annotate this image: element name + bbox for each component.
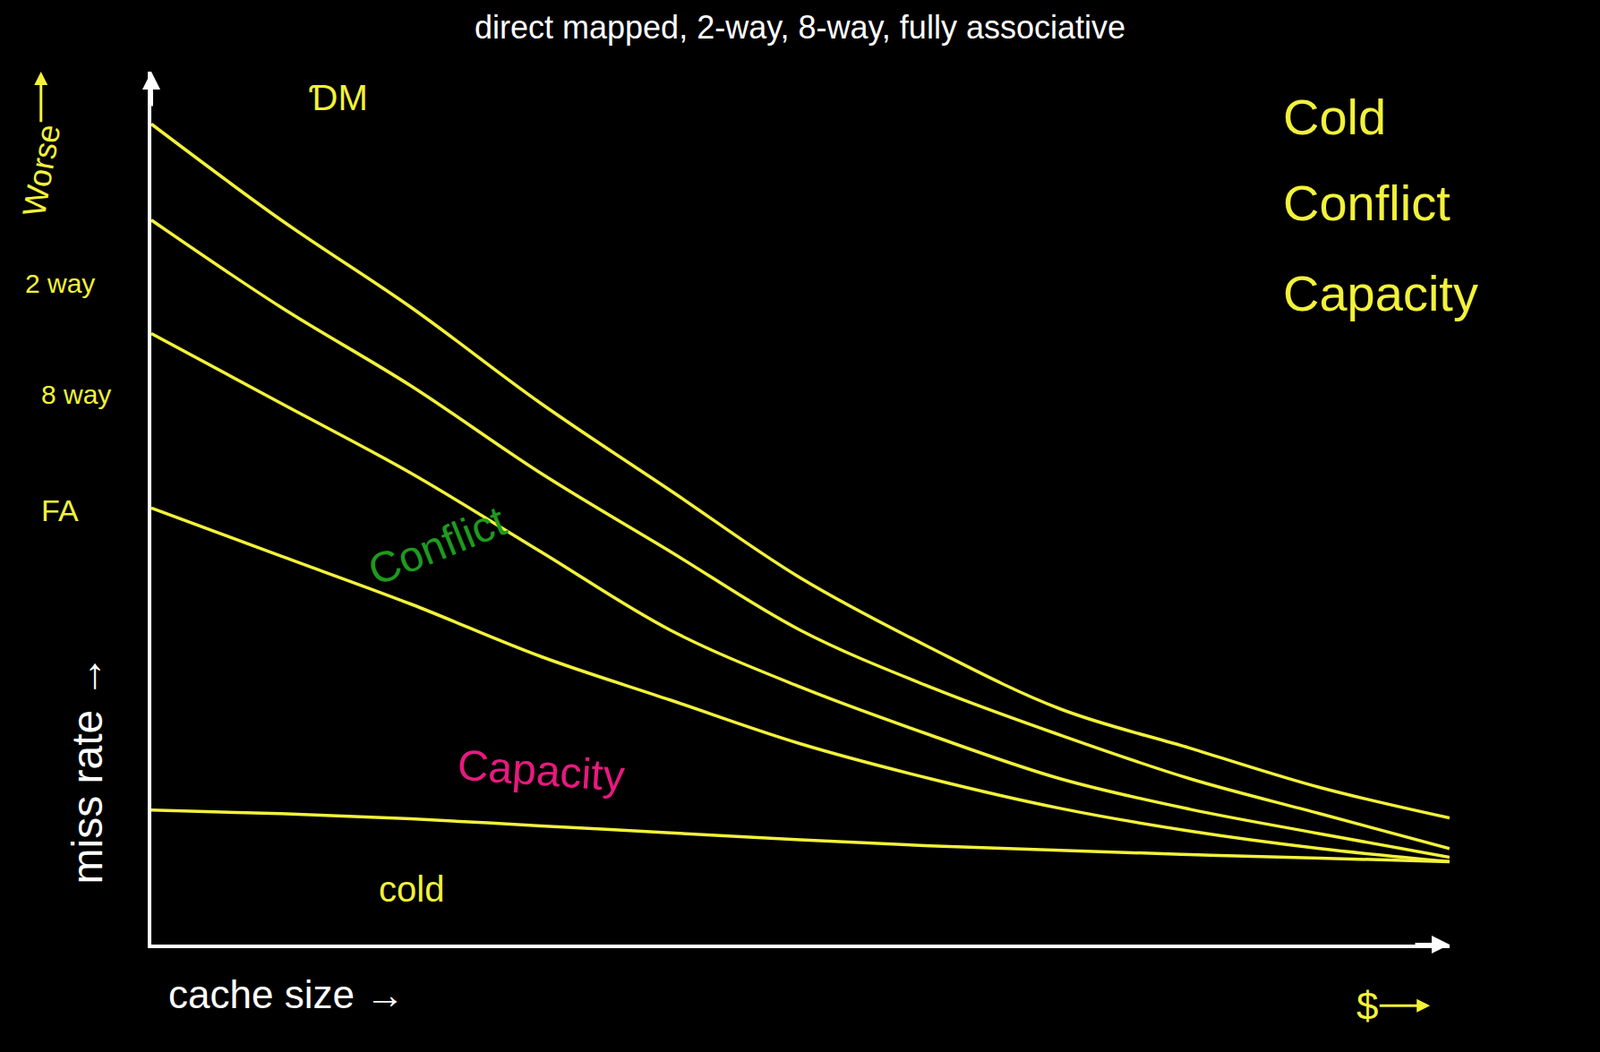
svg-text:8 way: 8 way xyxy=(41,379,112,410)
svg-text:cache size →: cache size → xyxy=(168,972,405,1017)
svg-text:ƊM: ƊM xyxy=(308,77,368,118)
svg-text:cold: cold xyxy=(378,869,445,909)
svg-text:Capacity: Capacity xyxy=(1283,265,1479,322)
svg-text:direct mapped, 2-way, 8-way, f: direct mapped, 2-way, 8-way, fully assoc… xyxy=(474,8,1126,46)
svg-text:Capacity: Capacity xyxy=(455,741,626,801)
svg-text:miss rate →: miss rate → xyxy=(63,654,112,884)
svg-text:Conflict: Conflict xyxy=(1283,174,1451,232)
svg-text:FA: FA xyxy=(41,493,79,528)
svg-text:Worse: Worse xyxy=(15,121,68,220)
svg-text:Conflict: Conflict xyxy=(361,496,513,595)
svg-text:$: $ xyxy=(1356,983,1378,1028)
svg-text:Cold: Cold xyxy=(1283,88,1387,146)
svg-text:2 way: 2 way xyxy=(25,268,95,299)
